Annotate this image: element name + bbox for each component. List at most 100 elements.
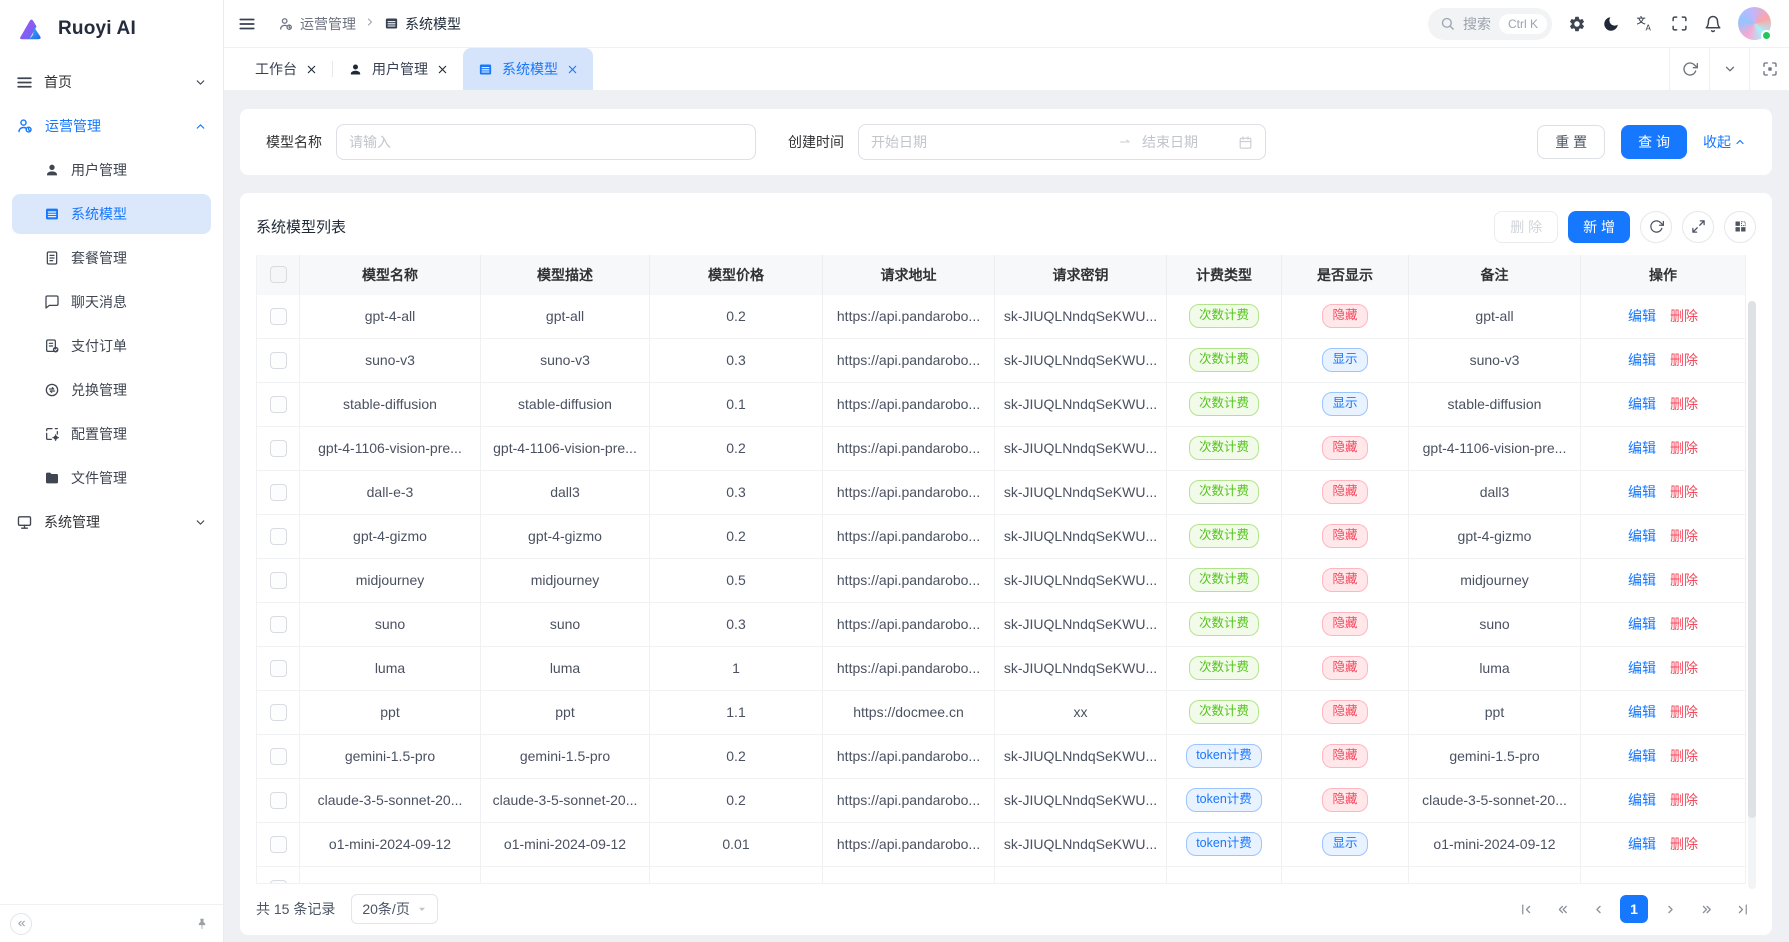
content-fullscreen-icon[interactable] — [1749, 48, 1789, 90]
row-checkbox[interactable] — [269, 307, 287, 325]
edit-link[interactable]: 编辑 — [1628, 440, 1656, 457]
next-page-button[interactable] — [1656, 895, 1684, 923]
row-delete-link[interactable]: 删除 — [1670, 308, 1698, 325]
add-button[interactable]: 新 增 — [1568, 210, 1630, 243]
row-delete-link[interactable]: 删除 — [1670, 396, 1698, 413]
page-size-select[interactable]: 20条/页 — [351, 894, 438, 925]
brand-logo[interactable]: Ruoyi AI — [0, 0, 223, 58]
sidebar-item-home[interactable]: 首页 — [0, 60, 223, 104]
sidebar-item-redeem-management[interactable]: 兑换管理 — [0, 368, 223, 412]
row-checkbox[interactable] — [269, 747, 287, 765]
row-delete-link[interactable]: 删除 — [1670, 748, 1698, 765]
pin-icon[interactable] — [195, 917, 209, 931]
edit-link[interactable]: 编辑 — [1628, 396, 1656, 413]
edit-link[interactable]: 编辑 — [1628, 792, 1656, 809]
sidebar-item-package-management[interactable]: 套餐管理 — [0, 236, 223, 280]
table-scrollbar[interactable] — [1748, 300, 1756, 889]
row-delete-link[interactable]: 删除 — [1670, 352, 1698, 369]
sidebar-item-chat-messages[interactable]: 聊天消息 — [0, 280, 223, 324]
edit-link[interactable]: 编辑 — [1628, 484, 1656, 501]
edit-link[interactable]: 编辑 — [1628, 352, 1656, 369]
first-page-button[interactable] — [1512, 895, 1540, 923]
cell-actions: 编辑 删除 — [1581, 823, 1745, 866]
row-delete-link[interactable]: 删除 — [1670, 616, 1698, 633]
edit-link[interactable]: 编辑 — [1628, 748, 1656, 765]
row-checkbox[interactable] — [269, 351, 287, 369]
prev-page-button[interactable] — [1584, 895, 1612, 923]
notifications-bell-icon[interactable] — [1704, 15, 1722, 33]
breadcrumb-item-system-model[interactable]: 系统模型 — [384, 14, 461, 34]
breadcrumb-item-operations[interactable]: 运营管理 — [278, 14, 356, 34]
sidebar-item-system-model[interactable]: 系统模型 — [12, 194, 211, 234]
row-checkbox[interactable] — [269, 439, 287, 457]
table-fullscreen-icon[interactable] — [1682, 210, 1714, 243]
fullscreen-icon[interactable] — [1671, 15, 1688, 32]
row-checkbox[interactable] — [269, 483, 287, 501]
row-delete-link[interactable]: 删除 — [1670, 528, 1698, 545]
sidebar-item-user-management[interactable]: 用户管理 — [0, 148, 223, 192]
row-checkbox[interactable] — [269, 395, 287, 413]
sidebar-item-config-management[interactable]: 配置管理 — [0, 412, 223, 456]
sidebar-collapse-button[interactable] — [10, 912, 32, 935]
close-icon[interactable] — [437, 64, 448, 75]
row-delete-link[interactable]: 删除 — [1670, 792, 1698, 809]
row-checkbox[interactable] — [269, 835, 287, 853]
tab-workbench[interactable]: 工作台 — [240, 48, 332, 90]
edit-link[interactable]: 编辑 — [1628, 528, 1656, 545]
edit-link[interactable]: 编辑 — [1628, 660, 1656, 677]
next-5-pages-button[interactable] — [1692, 895, 1720, 923]
edit-link[interactable]: 编辑 — [1628, 704, 1656, 721]
row-checkbox[interactable] — [269, 703, 287, 721]
tab-user-management[interactable]: 用户管理 — [333, 48, 463, 90]
search-input[interactable]: 搜索 Ctrl K — [1428, 7, 1552, 40]
row-delete-link[interactable]: 删除 — [1670, 660, 1698, 677]
row-checkbox[interactable] — [269, 791, 287, 809]
sidebar-item-operations[interactable]: 运营管理 — [0, 104, 223, 148]
row-delete-link[interactable]: 删除 — [1670, 440, 1698, 457]
edit-link[interactable]: 编辑 — [1628, 616, 1656, 633]
dark-mode-moon-icon[interactable] — [1602, 15, 1620, 33]
folder-icon — [44, 470, 60, 486]
current-page-button[interactable]: 1 — [1620, 895, 1648, 924]
collapse-filters-link[interactable]: 收起 — [1703, 132, 1746, 152]
reset-button[interactable]: 重 置 — [1537, 125, 1606, 159]
chevron-down-icon[interactable] — [1709, 48, 1749, 90]
prev-5-pages-button[interactable] — [1548, 895, 1576, 923]
tab-system-model[interactable]: 系统模型 — [463, 48, 593, 90]
config-icon — [44, 426, 60, 442]
refresh-icon[interactable] — [1669, 48, 1709, 90]
cell-model-desc: dall3 — [481, 470, 650, 514]
table-refresh-icon[interactable] — [1640, 210, 1672, 243]
row-checkbox[interactable] — [269, 659, 287, 677]
row-delete-link[interactable]: 删除 — [1670, 704, 1698, 721]
edit-link[interactable]: 编辑 — [1628, 308, 1656, 325]
column-settings-icon[interactable] — [1724, 210, 1756, 243]
edit-link[interactable]: 编辑 — [1628, 836, 1656, 853]
settings-gear-icon[interactable] — [1568, 15, 1586, 33]
row-checkbox[interactable] — [269, 615, 287, 633]
scrollbar-thumb[interactable] — [1748, 300, 1756, 818]
close-icon[interactable] — [306, 64, 317, 75]
sidebar-item-system-management[interactable]: 系统管理 — [0, 500, 223, 544]
close-icon[interactable] — [567, 64, 578, 75]
sidebar-item-payment-orders[interactable]: 支付订单 — [0, 324, 223, 368]
row-checkbox[interactable] — [269, 527, 287, 545]
menu-toggle-icon[interactable] — [238, 15, 256, 33]
edit-link[interactable]: 编辑 — [1628, 572, 1656, 589]
row-checkbox[interactable] — [269, 879, 287, 883]
search-button[interactable]: 查 询 — [1621, 125, 1687, 159]
row-delete-link[interactable]: 删除 — [1670, 836, 1698, 853]
row-checkbox[interactable] — [269, 571, 287, 589]
user-avatar[interactable] — [1738, 7, 1772, 41]
row-delete-link[interactable]: 删除 — [1670, 572, 1698, 589]
select-all-checkbox[interactable] — [269, 266, 287, 284]
model-name-input[interactable] — [336, 124, 756, 160]
visibility-tag: 显示 — [1322, 392, 1368, 416]
row-delete-link[interactable]: 删除 — [1670, 484, 1698, 501]
date-range-picker[interactable]: 开始日期 结束日期 — [858, 124, 1266, 160]
cell-actions: 编辑 删除 — [1581, 779, 1745, 822]
batch-delete-button[interactable]: 删 除 — [1494, 210, 1559, 243]
last-page-button[interactable] — [1728, 895, 1756, 923]
sidebar-item-file-management[interactable]: 文件管理 — [0, 456, 223, 500]
